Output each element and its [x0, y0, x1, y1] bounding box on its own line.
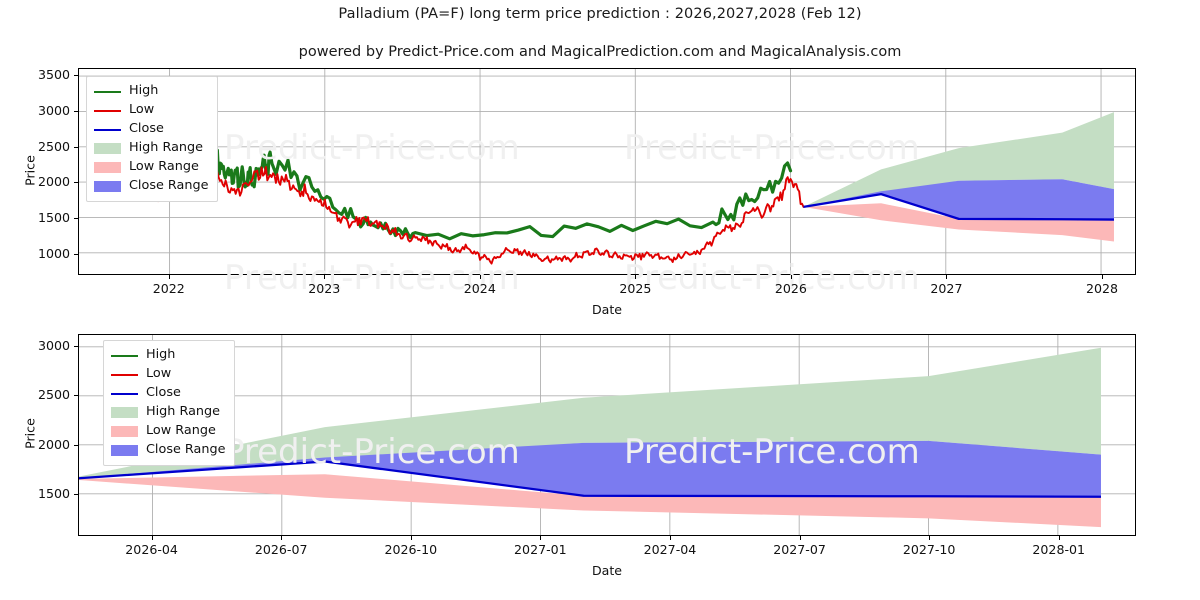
legend-item-low: Low: [111, 365, 226, 384]
x-tick-label: 2023: [308, 281, 341, 296]
legend-line-swatch: [94, 90, 121, 93]
chart-subtitle: powered by Predict-Price.com and Magical…: [298, 44, 902, 60]
top-chart-plot-area: [78, 68, 1136, 275]
legend-label: High Range: [129, 140, 204, 156]
y-tick-label: 3500: [37, 67, 70, 83]
y-tick-mark: [74, 253, 78, 255]
x-tick-mark: [479, 275, 481, 279]
legend-item-close: Close: [94, 120, 209, 139]
x-tick-mark: [790, 275, 792, 279]
x-tick-label: 2028-01: [1032, 542, 1086, 557]
legend-line-swatch: [111, 373, 138, 376]
legend-item-high: High: [111, 346, 226, 365]
x-tick-label: 2026: [774, 281, 807, 296]
y-tick-mark: [74, 494, 78, 496]
legend-item-low: Low: [94, 101, 209, 120]
x-tick-mark: [168, 275, 170, 279]
legend-label: Low: [129, 102, 155, 118]
legend-item-close: Close: [111, 384, 226, 403]
legend-item-high: High: [94, 82, 209, 101]
y-tick-mark: [74, 444, 78, 446]
top-chart-canvas: [79, 69, 1135, 274]
legend-item-low-range: Low Range: [111, 422, 226, 441]
legend-item-close-range: Close Range: [111, 441, 226, 460]
legend-patch-swatch: [94, 162, 121, 173]
legend-patch-swatch: [111, 426, 138, 437]
legend-label: Low Range: [146, 423, 216, 439]
x-tick-mark: [324, 275, 326, 279]
top-chart-legend: High Low Close High Range Low Range Close Ran…: [86, 76, 218, 202]
y-tick-mark: [74, 395, 78, 397]
x-tick-label: 2022: [152, 281, 185, 296]
legend-patch-swatch: [111, 407, 138, 418]
x-tick-label: 2027-01: [514, 542, 567, 557]
legend-item-high-range: High Range: [111, 403, 226, 422]
legend-line-swatch: [94, 128, 121, 131]
legend-label: High: [146, 347, 176, 363]
x-tick-mark: [1101, 275, 1103, 279]
x-tick-mark: [151, 536, 153, 540]
x-tick-label: 2027-10: [902, 542, 956, 557]
top-chart-y-axis-label: Price: [22, 154, 38, 186]
x-tick-mark: [799, 536, 801, 540]
y-tick-mark: [74, 182, 78, 184]
y-tick-mark: [74, 75, 78, 77]
x-tick-mark: [669, 536, 671, 540]
y-tick-mark: [74, 110, 78, 112]
legend-item-close-range: Close Range: [94, 177, 209, 196]
x-tick-label: 2026-04: [125, 542, 178, 557]
bottom-chart-canvas: [79, 335, 1135, 535]
y-tick-label: 1000: [37, 245, 70, 261]
x-tick-label: 2026-07: [254, 542, 308, 557]
x-tick-mark: [410, 536, 412, 540]
legend-line-swatch: [111, 392, 138, 395]
bottom-chart-plot-area: [78, 334, 1136, 536]
bottom-chart-x-axis-label: Date: [591, 563, 623, 578]
y-tick-mark: [74, 146, 78, 148]
x-tick-mark: [635, 275, 637, 279]
bottom-chart-y-axis-label: Price: [22, 418, 38, 449]
legend-label: Close Range: [146, 442, 226, 458]
x-tick-mark: [946, 275, 948, 279]
chart-title: Palladium (PA=F) long term price predict…: [338, 6, 862, 22]
legend-label: Close: [129, 121, 164, 137]
top-chart-x-axis-label: Date: [591, 302, 623, 317]
x-tick-mark: [929, 536, 931, 540]
bottom-chart-legend: High Low Close High Range Low Range Close Ran…: [103, 340, 235, 466]
legend-line-swatch: [94, 109, 121, 112]
y-tick-label: 2000: [37, 436, 70, 452]
y-tick-mark: [74, 217, 78, 219]
legend-label: Low: [146, 366, 172, 382]
legend-label: Close Range: [129, 178, 209, 194]
legend-line-swatch: [111, 354, 138, 357]
x-tick-label: 2025: [619, 281, 652, 296]
y-tick-label: 1500: [37, 209, 70, 225]
x-tick-label: 2026-10: [384, 542, 438, 557]
legend-label: Close: [146, 385, 181, 401]
y-tick-label: 3000: [37, 337, 70, 353]
legend-item-low-range: Low Range: [94, 158, 209, 177]
legend-patch-swatch: [94, 143, 121, 154]
x-tick-label: 2024: [463, 281, 496, 296]
x-tick-label: 2027: [930, 281, 963, 296]
legend-label: High: [129, 83, 159, 99]
y-tick-label: 3000: [37, 102, 70, 118]
x-tick-label: 2028: [1085, 281, 1118, 296]
x-tick-mark: [281, 536, 283, 540]
legend-label: Low Range: [129, 159, 199, 175]
y-tick-label: 2500: [37, 387, 70, 403]
legend-item-high-range: High Range: [94, 139, 209, 158]
x-tick-label: 2027-07: [773, 542, 826, 557]
y-tick-label: 1500: [37, 486, 70, 502]
y-tick-label: 2000: [37, 174, 70, 190]
x-tick-mark: [540, 536, 542, 540]
y-tick-mark: [74, 345, 78, 347]
x-tick-mark: [1058, 536, 1060, 540]
legend-patch-swatch: [111, 445, 138, 456]
legend-label: High Range: [146, 404, 221, 420]
x-tick-label: 2027-04: [643, 542, 697, 557]
legend-patch-swatch: [94, 181, 121, 192]
y-tick-label: 2500: [37, 138, 70, 154]
